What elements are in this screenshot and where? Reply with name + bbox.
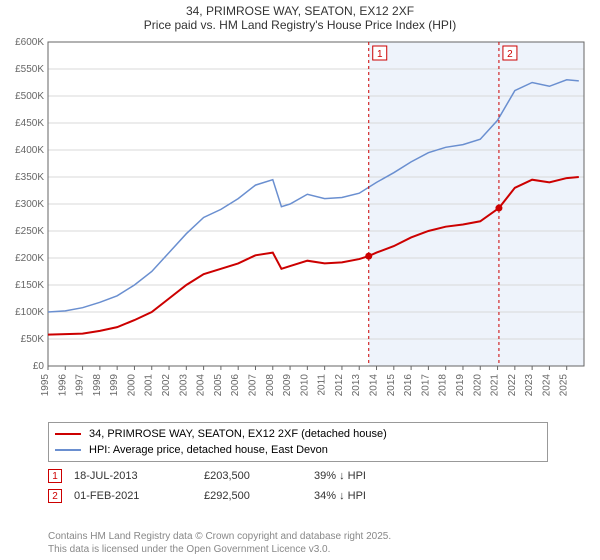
- svg-text:£350K: £350K: [15, 172, 44, 183]
- svg-text:2001: 2001: [144, 374, 155, 397]
- svg-text:£400K: £400K: [15, 145, 44, 156]
- legend-swatch: [55, 449, 81, 451]
- svg-text:2019: 2019: [455, 374, 466, 397]
- svg-text:2010: 2010: [299, 374, 310, 397]
- svg-text:£250K: £250K: [15, 226, 44, 237]
- legend-label: HPI: Average price, detached house, East…: [89, 444, 328, 456]
- legend-swatch: [55, 433, 81, 435]
- svg-text:£550K: £550K: [15, 64, 44, 75]
- svg-text:2024: 2024: [541, 374, 552, 397]
- svg-text:2015: 2015: [386, 374, 397, 397]
- legend-item: 34, PRIMROSE WAY, SEATON, EX12 2XF (deta…: [55, 426, 541, 442]
- title-line1: 34, PRIMROSE WAY, SEATON, EX12 2XF: [0, 4, 600, 18]
- line-chart: £0 £50K £100K £150K £200K £250K £300K £350K £400…: [0, 34, 600, 414]
- svg-text:2025: 2025: [559, 374, 570, 397]
- svg-text:2000: 2000: [126, 374, 137, 397]
- footer-line1: Contains HM Land Registry data © Crown c…: [48, 531, 391, 544]
- marker-badge: 1: [48, 469, 62, 483]
- svg-text:2021: 2021: [490, 374, 501, 397]
- svg-text:2006: 2006: [230, 374, 241, 397]
- data-point-price: £203,500: [204, 470, 314, 482]
- svg-text:2016: 2016: [403, 374, 414, 397]
- data-point-date: 01-FEB-2021: [74, 490, 204, 502]
- data-point-row: 1 18-JUL-2013£203,50039% ↓ HPI: [48, 466, 548, 486]
- svg-text:2022: 2022: [507, 374, 518, 397]
- svg-text:2005: 2005: [213, 374, 224, 397]
- marker-badge: 2: [48, 489, 62, 503]
- svg-text:2012: 2012: [334, 374, 345, 397]
- data-point-row: 2 01-FEB-2021£292,50034% ↓ HPI: [48, 486, 548, 506]
- svg-text:£300K: £300K: [15, 199, 44, 210]
- svg-text:£450K: £450K: [15, 118, 44, 129]
- svg-text:2023: 2023: [524, 374, 535, 397]
- svg-text:£50K: £50K: [21, 334, 45, 345]
- chart-title: 34, PRIMROSE WAY, SEATON, EX12 2XF Price…: [0, 0, 600, 34]
- svg-text:2004: 2004: [196, 374, 207, 397]
- svg-text:£150K: £150K: [15, 280, 44, 291]
- svg-text:£500K: £500K: [15, 91, 44, 102]
- legend-label: 34, PRIMROSE WAY, SEATON, EX12 2XF (deta…: [89, 428, 387, 440]
- legend-item: HPI: Average price, detached house, East…: [55, 442, 541, 458]
- footer-line2: This data is licensed under the Open Gov…: [48, 544, 391, 557]
- svg-text:2002: 2002: [161, 374, 172, 397]
- svg-text:2014: 2014: [369, 374, 380, 397]
- svg-text:2018: 2018: [438, 374, 449, 397]
- svg-text:2: 2: [507, 49, 513, 60]
- data-point-delta: 34% ↓ HPI: [314, 490, 424, 502]
- svg-text:2013: 2013: [351, 374, 362, 397]
- svg-text:£600K: £600K: [15, 37, 44, 48]
- svg-text:1997: 1997: [75, 374, 86, 397]
- svg-text:£200K: £200K: [15, 253, 44, 264]
- svg-text:2017: 2017: [420, 374, 431, 397]
- title-line2: Price paid vs. HM Land Registry's House …: [0, 18, 600, 32]
- svg-text:2009: 2009: [282, 374, 293, 397]
- footer-attribution: Contains HM Land Registry data © Crown c…: [48, 531, 391, 556]
- svg-text:2008: 2008: [265, 374, 276, 397]
- svg-text:2020: 2020: [472, 374, 483, 397]
- svg-text:1: 1: [377, 49, 383, 60]
- svg-text:1998: 1998: [92, 374, 103, 397]
- svg-text:2003: 2003: [178, 374, 189, 397]
- data-point-date: 18-JUL-2013: [74, 470, 204, 482]
- data-points-table: 1 18-JUL-2013£203,50039% ↓ HPI 2 01-FEB-202…: [48, 466, 548, 506]
- svg-text:2011: 2011: [317, 374, 328, 396]
- chart-area: £0 £50K £100K £150K £200K £250K £300K £350K £400…: [0, 34, 600, 414]
- svg-text:2007: 2007: [247, 374, 258, 397]
- data-point-price: £292,500: [204, 490, 314, 502]
- svg-text:1996: 1996: [57, 374, 68, 397]
- svg-text:£0: £0: [33, 361, 45, 372]
- svg-text:1995: 1995: [40, 374, 51, 397]
- svg-text:£100K: £100K: [15, 307, 44, 318]
- legend: 34, PRIMROSE WAY, SEATON, EX12 2XF (deta…: [48, 422, 548, 462]
- data-point-delta: 39% ↓ HPI: [314, 470, 424, 482]
- svg-text:1999: 1999: [109, 374, 120, 397]
